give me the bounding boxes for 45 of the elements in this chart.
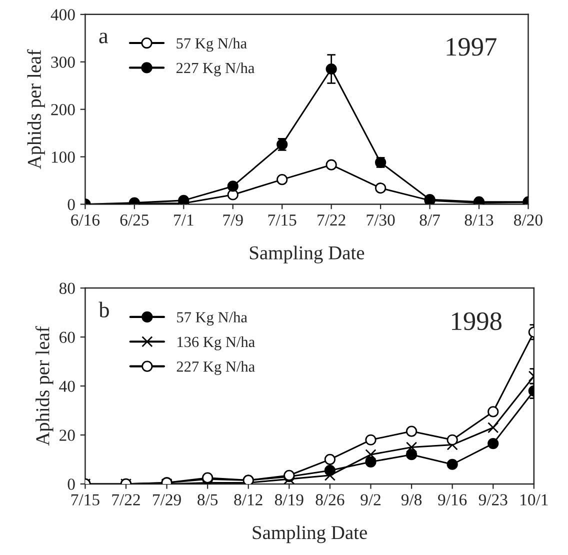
x-tick-label: 8/12 — [234, 494, 262, 506]
x-tick-label: 9/8 — [401, 494, 422, 506]
x-tick-label: 8/7 — [420, 214, 440, 226]
y-tick-label: 0 — [68, 478, 75, 490]
x-tick-label: 8/20 — [514, 214, 542, 226]
legend-label: 227 Kg N/ha — [176, 62, 255, 76]
annotation: 1997 — [446, 38, 496, 56]
x-tick-label: 10/1 — [520, 494, 548, 506]
y-tick-label: 200 — [51, 104, 75, 116]
x-tick-label: 7/29 — [153, 494, 181, 506]
x-tick-label: 9/16 — [438, 494, 467, 506]
x-tick-label: 7/15 — [268, 214, 296, 226]
x-tick-label: 6/25 — [120, 214, 149, 226]
x-tick-label: 6/16 — [71, 214, 100, 226]
legend-label: 57 Kg N/ha — [177, 312, 248, 326]
x-tick-label: 9/23 — [478, 494, 508, 506]
y-axis-title: Aphids per leaf — [27, 49, 45, 170]
x-tick-label: 8/26 — [316, 494, 344, 506]
x-tick-label: 7/1 — [174, 214, 194, 226]
x-axis-title: Sampling Date — [250, 246, 364, 264]
y-tick-label: 60 — [60, 332, 75, 343]
x-tick-label: 7/22 — [318, 214, 346, 226]
annotation: 1998 — [452, 312, 502, 330]
x-tick-label: 8/19 — [274, 494, 304, 506]
x-tick-label: 9/2 — [360, 494, 380, 506]
annotation: b — [98, 302, 109, 318]
legend-label: 136 Kg N/ha — [178, 336, 255, 350]
x-tick-label: 7/30 — [366, 214, 395, 226]
legend-label: 227 Kg N/ha — [176, 361, 255, 375]
y-tick-label: 20 — [60, 430, 75, 441]
y-tick-label: 300 — [51, 56, 75, 68]
x-tick-label: 7/15 — [71, 494, 100, 506]
x-tick-label: 8/5 — [198, 494, 218, 506]
y-tick-label: 400 — [50, 9, 75, 20]
legend-label: 57 Kg N/ha — [176, 38, 247, 52]
x-tick-label: 7/9 — [223, 214, 243, 226]
x-axis-title: Sampling Date — [252, 525, 367, 544]
y-tick-label: 40 — [59, 380, 75, 392]
y-tick-label: 80 — [59, 282, 75, 294]
x-tick-label: 8/13 — [464, 214, 494, 226]
y-tick-label: 0 — [68, 198, 75, 210]
annotation: a — [99, 32, 108, 44]
x-tick-label: 7/22 — [112, 494, 140, 506]
y-axis-title: Aphids per leaf — [35, 326, 54, 446]
y-tick-label: 100 — [52, 151, 75, 163]
